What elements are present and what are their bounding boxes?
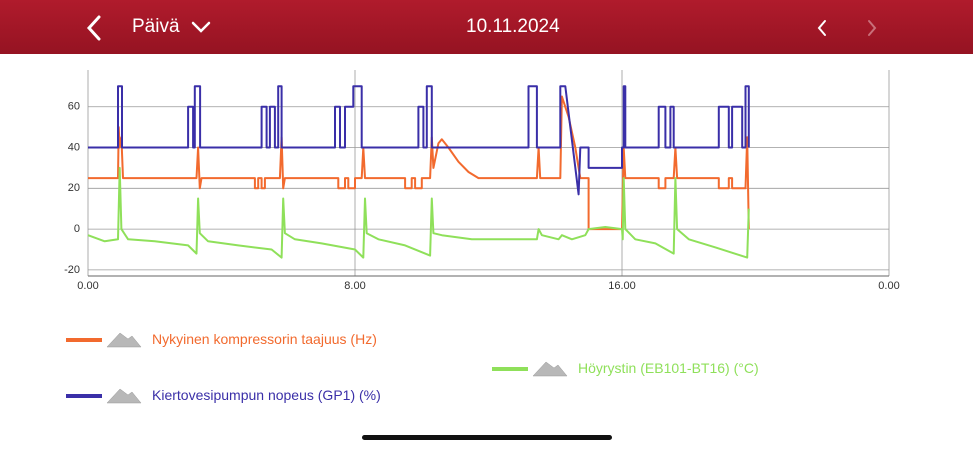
prev-day[interactable] [815,18,829,38]
back-button[interactable] [84,15,104,41]
y-tick-label: 20 [68,182,80,194]
legend-icon[interactable] [106,386,142,404]
x-tick-label: 16.00 [608,280,636,292]
y-tick-label: 60 [68,101,80,113]
legend-label: Kiertovesipumpun nopeus (GP1) (%) [152,387,381,403]
x-tick-label: 0.00 [878,280,899,292]
period-selector[interactable]: Päivä [132,16,180,37]
y-tick-label: 40 [68,141,80,153]
legend-label: Höyrystin (EB101-BT16) (°C) [578,360,759,376]
legend-swatch [492,367,528,371]
y-tick-label: -20 [64,264,80,276]
y-tick-label: 0 [74,223,80,235]
next-day[interactable] [865,18,879,38]
legend-swatch [66,338,102,342]
top-bar: Päivä 10.11.2024 [0,0,973,54]
home-indicator [362,435,612,440]
series-line [87,166,750,259]
legend-label: Nykyinen kompressorin taajuus (Hz) [152,331,377,347]
x-tick-label: 0.00 [77,280,98,292]
chart: -20 0 20 40 60 0.00 8.00 16.00 0.00 [64,70,900,292]
legend-swatch [66,394,102,398]
series-line [88,85,750,196]
x-tick-label: 8.00 [344,280,365,292]
period-dropdown[interactable] [191,20,211,34]
date-label: 10.11.2024 [466,16,560,37]
series-line [88,95,750,231]
legend-icon[interactable] [532,359,568,377]
legend-icon[interactable] [106,330,142,348]
